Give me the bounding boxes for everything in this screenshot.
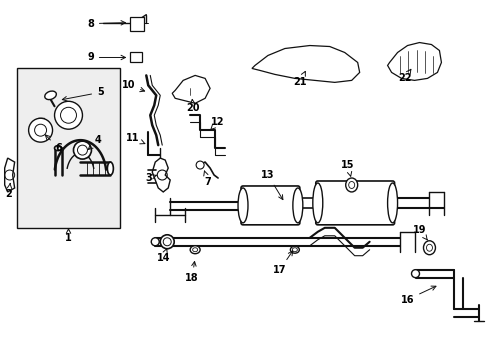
- Ellipse shape: [411, 270, 419, 278]
- Text: 16: 16: [400, 286, 435, 305]
- Text: 6: 6: [45, 135, 62, 153]
- Ellipse shape: [345, 178, 357, 192]
- Text: 9: 9: [87, 53, 125, 63]
- Text: 7: 7: [203, 171, 211, 187]
- Text: 3: 3: [144, 173, 157, 183]
- Polygon shape: [152, 158, 170, 192]
- Polygon shape: [172, 75, 210, 103]
- Text: 8: 8: [87, 19, 125, 28]
- Ellipse shape: [151, 238, 159, 246]
- Polygon shape: [5, 158, 15, 192]
- Text: 15: 15: [340, 160, 354, 176]
- Text: 14: 14: [156, 249, 170, 263]
- Ellipse shape: [238, 188, 247, 223]
- Text: 2: 2: [5, 183, 12, 199]
- Text: 4: 4: [88, 135, 102, 149]
- FancyBboxPatch shape: [130, 53, 142, 62]
- FancyBboxPatch shape: [130, 17, 144, 31]
- Text: 10: 10: [122, 80, 144, 92]
- Circle shape: [196, 161, 203, 169]
- Circle shape: [55, 101, 82, 129]
- Text: 21: 21: [292, 71, 306, 87]
- Ellipse shape: [387, 183, 397, 223]
- Ellipse shape: [55, 146, 61, 150]
- Text: 12: 12: [210, 117, 224, 130]
- Polygon shape: [251, 45, 359, 82]
- Ellipse shape: [107, 162, 113, 175]
- Text: 1: 1: [65, 229, 72, 243]
- Text: 19: 19: [412, 225, 427, 240]
- Text: 18: 18: [185, 261, 199, 283]
- Ellipse shape: [160, 235, 174, 249]
- Text: 5: 5: [62, 87, 103, 101]
- FancyBboxPatch shape: [315, 181, 394, 225]
- Text: 13: 13: [261, 170, 282, 199]
- Ellipse shape: [312, 183, 322, 223]
- Ellipse shape: [292, 188, 302, 223]
- Circle shape: [29, 118, 52, 142]
- Ellipse shape: [45, 91, 56, 100]
- Text: 22: 22: [397, 69, 410, 84]
- FancyBboxPatch shape: [241, 186, 299, 225]
- Text: 20: 20: [186, 99, 200, 113]
- Text: 17: 17: [273, 251, 292, 275]
- Ellipse shape: [190, 246, 200, 254]
- Circle shape: [73, 141, 91, 159]
- Ellipse shape: [290, 246, 299, 253]
- Ellipse shape: [423, 241, 435, 255]
- Text: 11: 11: [125, 133, 144, 144]
- Polygon shape: [387, 42, 441, 80]
- Bar: [17, 68, 120, 228]
